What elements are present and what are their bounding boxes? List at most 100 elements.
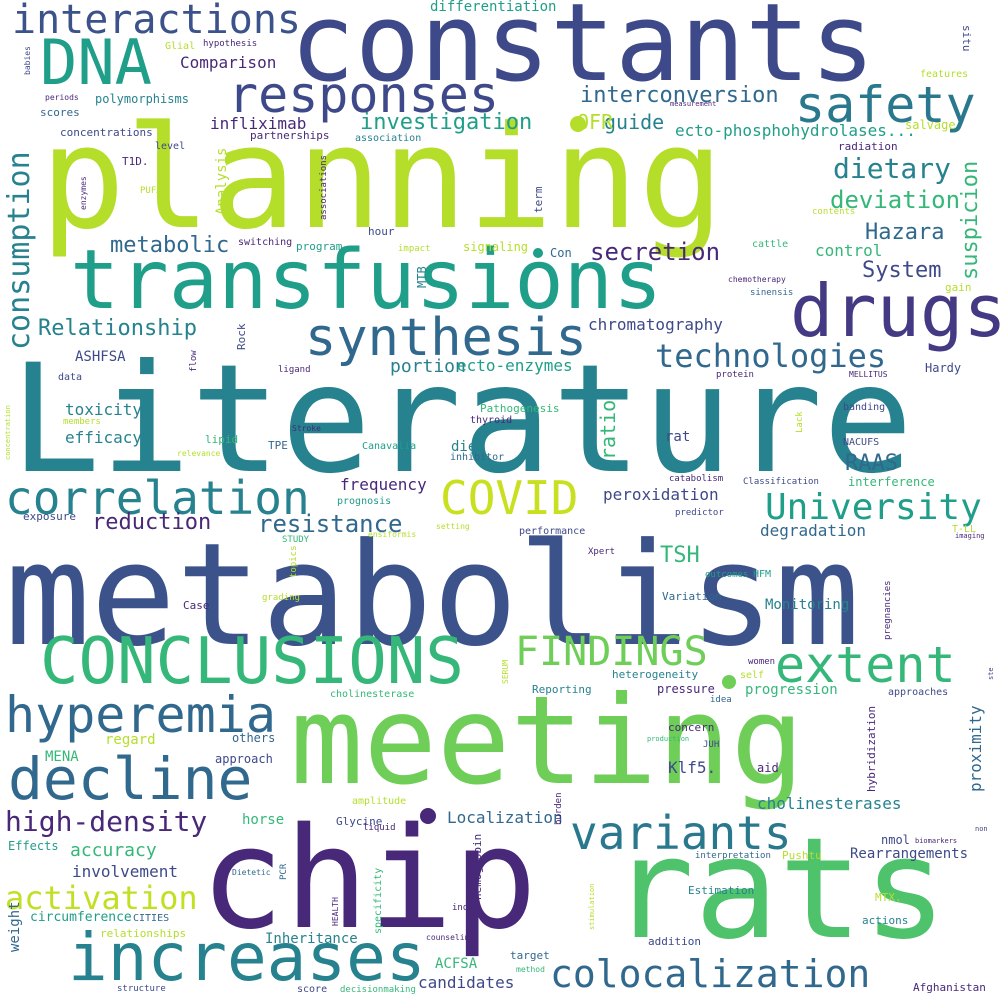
word-serum: SERUM	[501, 659, 510, 684]
word-secretion: secretion	[590, 238, 721, 266]
word-findings: FINDINGS	[515, 629, 708, 675]
word-score: score	[297, 984, 328, 995]
word-program: program	[296, 240, 343, 253]
word-method: method	[516, 965, 545, 974]
word-dna: DNA	[40, 26, 152, 99]
word-literature: Literature	[10, 333, 914, 507]
word-partnerships: partnerships	[250, 129, 330, 142]
word-switching: switching	[238, 237, 293, 248]
word-degradation: degradation	[760, 521, 866, 540]
word-aid: aid	[757, 761, 779, 775]
word-ste: ste	[987, 667, 995, 680]
word-canavalia: Canavalia	[362, 441, 417, 452]
word-approach: approach	[215, 752, 273, 766]
word-concentrations: concentrations	[60, 126, 153, 139]
word-rat: rat	[665, 429, 691, 445]
word-members: members	[63, 417, 101, 427]
word-mtb: MTB	[415, 266, 429, 288]
word-index: index	[452, 903, 480, 913]
word-consumption: consumption	[2, 151, 37, 350]
word-proximity: proximity	[966, 705, 985, 792]
word-decline: decline	[8, 745, 253, 813]
word-hypothesis: hypothesis	[203, 39, 258, 49]
word-juh: JUH	[703, 740, 720, 750]
word-interpretation: interpretation	[695, 851, 771, 861]
word-prognosis: prognosis	[337, 496, 392, 507]
word-polymorphisms: polymorphisms	[95, 92, 189, 106]
word-features: features	[920, 69, 969, 80]
word-nacufs: NACUFS	[843, 437, 880, 448]
word-pcr: PCR	[279, 863, 289, 880]
word-lipid: lipid	[205, 433, 239, 446]
word-impact: impact	[398, 244, 431, 254]
word-peroxidation: peroxidation	[603, 485, 719, 504]
word-stimulation: stimulation	[588, 883, 596, 930]
word-high-density: high-density	[5, 805, 208, 838]
word-glial: Glial	[165, 41, 196, 52]
word-others: others	[232, 731, 276, 745]
word-hyperemia: hyperemia	[5, 686, 276, 744]
word-metabolism: metabolism	[5, 513, 860, 678]
word-ofr-visible: OFR	[577, 110, 614, 134]
word-pregnancies: pregnancies	[883, 580, 893, 640]
word-constants: constants	[290, 0, 876, 106]
word-hour: hour	[368, 225, 395, 238]
word-chip: chip	[200, 798, 538, 961]
word-planning: planning	[40, 96, 724, 261]
word-effects: Effects	[8, 839, 59, 853]
word-portion: portion	[390, 356, 466, 377]
word-hemoglobin: hemoglobin	[471, 833, 484, 900]
word-chemotherapy: chemotherapy	[728, 275, 786, 284]
word-monitoring: Monitoring	[765, 597, 850, 613]
word-colocalization: colocalization	[550, 952, 871, 996]
word-metabolic: metabolic	[110, 233, 230, 258]
word-activation: activation	[5, 879, 198, 917]
word-lack: Lack	[795, 411, 805, 433]
word-t1d: T1D.	[122, 155, 149, 168]
word-case: Case	[183, 599, 210, 612]
word-idea: idea	[710, 695, 732, 705]
word-association: association	[355, 133, 422, 144]
word-hybridization: hybridization	[865, 705, 878, 792]
word-dietary: dietary	[833, 152, 952, 185]
word-measurement: measurement	[670, 100, 717, 108]
word-ratio: ratio	[596, 399, 620, 460]
word-mena: MENA	[45, 749, 79, 765]
word-pufa: PUFA	[140, 186, 162, 196]
word-contents: contents	[812, 207, 856, 217]
word-efficacy: efficacy	[65, 428, 143, 447]
word-acfsa: ACFSA	[435, 956, 478, 972]
word-conclusions: CONCLUSIONS	[40, 625, 464, 699]
dot-mark	[722, 675, 736, 689]
word-differentiation: differentiation	[430, 0, 557, 15]
word-biomarkers: biomarkers	[915, 837, 958, 845]
word-decisionmaking: decisionmaking	[340, 985, 416, 995]
word-heterogeneity: heterogeneity	[612, 668, 699, 681]
word-setting: setting	[436, 522, 470, 531]
word-burden: burden	[554, 792, 564, 825]
dot-mark	[420, 808, 436, 824]
word-self: self	[740, 670, 765, 681]
word-extent: extent	[775, 636, 956, 694]
word-mellitus: MELLITUS	[849, 370, 888, 379]
word-concern: concern	[668, 721, 715, 734]
word-relationship: Relationship	[38, 316, 197, 341]
word-rats: rats	[610, 808, 948, 971]
dot-mark	[533, 248, 543, 258]
word-localization: Localization	[447, 808, 563, 827]
word-regard: regard	[105, 732, 156, 748]
word-horse: horse	[242, 812, 285, 828]
word-pushtu: Pushtu	[782, 849, 822, 862]
word-dietetic: Dietetic	[232, 868, 271, 877]
word-cholinesterase: cholinesterase	[330, 689, 415, 700]
word-flow: flow	[189, 350, 199, 372]
word-rearrangements: Rearrangements	[850, 846, 969, 862]
word-babies: babies	[23, 46, 32, 75]
word-enzymes: enzymes	[79, 176, 88, 210]
word-non: non	[975, 825, 988, 833]
word-ecto-enzymes: ecto-enzymes	[457, 356, 573, 375]
word-responses: responses	[228, 66, 499, 124]
word-control: control	[815, 241, 883, 260]
word-synthesis: synthesis	[305, 308, 587, 368]
